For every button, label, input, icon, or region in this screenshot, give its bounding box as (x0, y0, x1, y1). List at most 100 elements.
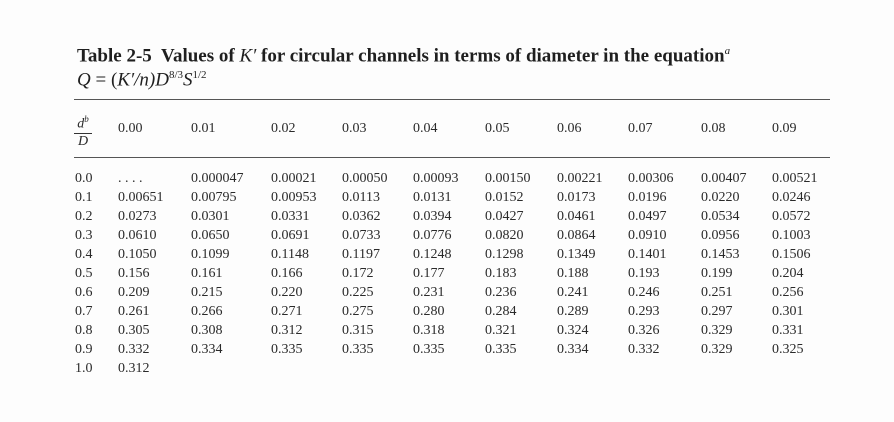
table-cell: 0.156 (118, 266, 150, 281)
table-cell: 0.1453 (701, 247, 740, 262)
table-cell: 0.0610 (118, 228, 157, 243)
table-cell: 0.00407 (701, 171, 747, 186)
table-cell: 0.280 (413, 304, 445, 319)
table-cell: 0.0461 (557, 209, 596, 224)
equation-exponent-1: 8/3 (168, 69, 183, 81)
table-cell: 0.301 (772, 304, 804, 319)
column-header-0-05: 0.05 (485, 121, 510, 136)
row-label: 0.0 (75, 171, 93, 186)
table-cell: 0.308 (191, 323, 223, 338)
table-caption: Table 2-5 Values of K′ for circular chan… (77, 40, 857, 67)
row-label: 0.3 (75, 228, 93, 243)
caption-prefix: Table 2-5 (77, 45, 152, 67)
table-cell: 0.172 (342, 266, 374, 281)
table-cell: 0.00651 (118, 190, 164, 205)
table-cell: 0.0131 (413, 190, 452, 205)
table-cell: 0.321 (485, 323, 517, 338)
table-cell: 0.334 (191, 342, 223, 357)
row-label: 0.1 (75, 190, 93, 205)
table-cell: 0.188 (557, 266, 589, 281)
row-label: 0.9 (75, 342, 93, 357)
table-cell: 0.199 (701, 266, 733, 281)
table-cell: 0.271 (271, 304, 303, 319)
table-cell: 0.215 (191, 285, 223, 300)
table-cell: 0.332 (118, 342, 150, 357)
row-label: 0.5 (75, 266, 93, 281)
table-cell: 0.0572 (772, 209, 811, 224)
table-cell: 0.318 (413, 323, 445, 338)
equation-eq: = ( (90, 69, 118, 91)
table-cell: 0.161 (191, 266, 223, 281)
table-cell: 0.293 (628, 304, 660, 319)
table-cell: 0.00021 (271, 171, 317, 186)
row-label: 0.2 (75, 209, 93, 224)
table-cell: 0.0427 (485, 209, 524, 224)
table-cell: 0.335 (342, 342, 374, 357)
table-cell: 0.305 (118, 323, 150, 338)
table-cell: 0.00150 (485, 171, 531, 186)
table-cell: 0.236 (485, 285, 517, 300)
table-cell: 0.297 (701, 304, 733, 319)
equation-lhs: Q (77, 69, 91, 91)
table-cell: 0.312 (118, 361, 150, 376)
caption-equation: Q = (K′/n)D8/3S1/2 (77, 64, 207, 91)
column-header-0-00: 0.00 (118, 121, 143, 136)
table-cell: 0.334 (557, 342, 589, 357)
table-cell: 0.1349 (557, 247, 596, 262)
header-rule (74, 157, 830, 158)
row-label: 1.0 (75, 361, 93, 376)
table-cell: 0.329 (701, 323, 733, 338)
table-cell: 0.332 (628, 342, 660, 357)
table-cell: 0.0220 (701, 190, 740, 205)
table-cell: 0.0534 (701, 209, 740, 224)
table-cell: 0.183 (485, 266, 517, 281)
column-header-0-09: 0.09 (772, 121, 797, 136)
table-cell: 0.0113 (342, 190, 380, 205)
table-cell: 0.275 (342, 304, 374, 319)
table-cell: 0.0152 (485, 190, 524, 205)
table-cell: 0.00093 (413, 171, 459, 186)
column-header-0-03: 0.03 (342, 121, 367, 136)
table-cell: 0.1401 (628, 247, 667, 262)
table-cell: 0.0362 (342, 209, 381, 224)
table-cell: 0.335 (485, 342, 517, 357)
table-cell: 0.0394 (413, 209, 452, 224)
table-cell: 0.325 (772, 342, 804, 357)
table-cell: 0.0776 (413, 228, 452, 243)
table-cell: 0.193 (628, 266, 660, 281)
column-header-0-04: 0.04 (413, 121, 438, 136)
column-header-0-06: 0.06 (557, 121, 582, 136)
table-cell: 0.225 (342, 285, 374, 300)
table-cell: 0.1248 (413, 247, 452, 262)
table-cell: 0.329 (701, 342, 733, 357)
fraction-numerator: db (74, 112, 92, 134)
caption-rest: for circular channels in terms of diamet… (256, 45, 725, 67)
row-label: 0.8 (75, 323, 93, 338)
row-label: 0.6 (75, 285, 93, 300)
table-cell: 0.00221 (557, 171, 603, 186)
table-cell: 0.0173 (557, 190, 596, 205)
table-cell: 0.251 (701, 285, 733, 300)
table-cell: 0.1003 (772, 228, 811, 243)
table-cell: 0.00306 (628, 171, 674, 186)
table-cell: 0.256 (772, 285, 804, 300)
column-header-0-01: 0.01 (191, 121, 216, 136)
table-cell: 0.0273 (118, 209, 157, 224)
table-cell: 0.00050 (342, 171, 388, 186)
table-cell: . . . . (118, 171, 143, 186)
table-cell: 0.0497 (628, 209, 667, 224)
table-cell: 0.284 (485, 304, 517, 319)
table-cell: 0.209 (118, 285, 150, 300)
table-cell: 0.335 (413, 342, 445, 357)
table-cell: 0.0910 (628, 228, 667, 243)
table-cell: 0.241 (557, 285, 589, 300)
caption-footnote-mark: a (724, 45, 731, 57)
table-cell: 0.0650 (191, 228, 230, 243)
table-cell: 0.261 (118, 304, 150, 319)
table-cell: 0.204 (772, 266, 804, 281)
fraction-denominator: D (77, 133, 89, 149)
table-cell: 0.1298 (485, 247, 524, 262)
table-cell: 0.0956 (701, 228, 740, 243)
table-cell: 0.326 (628, 323, 660, 338)
